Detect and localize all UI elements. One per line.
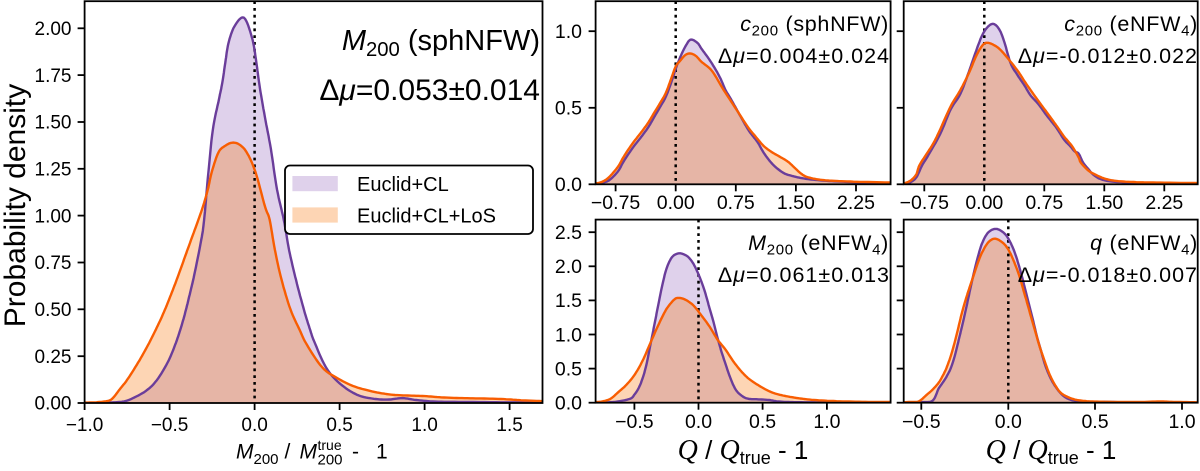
svg-text:1: 1 (376, 441, 388, 464)
svg-text:Probability density: Probability density (0, 84, 32, 327)
svg-text:M200​ (eNFW4​): M200​ (eNFW4​) (748, 231, 889, 258)
svg-text:Q / Qtrue - 1: Q / Qtrue - 1 (986, 435, 1117, 466)
svg-text:Δμ=-0.012±0.022: Δμ=-0.012±0.022 (1018, 44, 1198, 68)
svg-text:2.00: 2.00 (35, 19, 72, 40)
svg-text:0.0: 0.0 (685, 411, 712, 433)
svg-text:0.0: 0.0 (241, 415, 267, 436)
svg-text:1.75: 1.75 (35, 66, 72, 87)
svg-text:1.50: 1.50 (1085, 192, 1123, 214)
svg-text:0.50: 0.50 (35, 300, 72, 321)
svg-text:0.0: 0.0 (555, 393, 582, 415)
svg-text:0.5: 0.5 (749, 411, 776, 433)
svg-text:0.75: 0.75 (35, 253, 72, 274)
svg-text:−0.75: −0.75 (900, 192, 949, 214)
svg-text:0.25: 0.25 (35, 347, 72, 368)
svg-text:c200​ (eNFW4​): c200​ (eNFW4​) (1064, 12, 1198, 39)
svg-text:0.5: 0.5 (1081, 411, 1108, 433)
svg-text:1.0: 1.0 (555, 324, 582, 346)
svg-text:1.0: 1.0 (813, 411, 840, 433)
svg-text:1.5: 1.5 (496, 415, 522, 436)
svg-text:200: 200 (254, 451, 279, 466)
svg-text:2.25: 2.25 (1145, 192, 1183, 214)
svg-text:−1.0: −1.0 (66, 415, 104, 436)
svg-text:1.00: 1.00 (35, 206, 72, 227)
svg-text:Δμ=0.053±0.014: Δμ=0.053±0.014 (319, 74, 540, 107)
svg-text:1.50: 1.50 (35, 113, 72, 134)
svg-text:Δμ=0.004±0.024: Δμ=0.004±0.024 (718, 44, 890, 68)
svg-text:/: / (285, 441, 291, 464)
svg-text:2.5: 2.5 (555, 222, 582, 244)
svg-text:c200​ (sphNFW): c200​ (sphNFW) (740, 12, 889, 39)
svg-text:0.5: 0.5 (555, 98, 582, 120)
svg-text:Q / Qtrue - 1: Q / Qtrue - 1 (678, 435, 809, 466)
svg-text:M: M (300, 441, 318, 464)
svg-text:true: true (318, 437, 342, 453)
svg-text:1.25: 1.25 (35, 160, 72, 181)
svg-text:1.0: 1.0 (1168, 411, 1195, 433)
svg-text:2.0: 2.0 (555, 256, 582, 278)
svg-text:Δμ=-0.018±0.007: Δμ=-0.018±0.007 (1018, 263, 1198, 287)
svg-text:0.75: 0.75 (1025, 192, 1063, 214)
svg-text:0.0: 0.0 (555, 174, 582, 196)
svg-text:0.5: 0.5 (555, 358, 582, 380)
svg-text:200: 200 (318, 452, 343, 467)
svg-text:1.0: 1.0 (411, 415, 437, 436)
svg-text:0.00: 0.00 (35, 394, 72, 415)
svg-text:0.75: 0.75 (717, 192, 755, 214)
svg-text:q (eNFW4​): q (eNFW4​) (1090, 231, 1198, 258)
svg-text:Euclid+CL: Euclid+CL (357, 174, 449, 196)
svg-text:1.5: 1.5 (555, 290, 582, 312)
svg-text:1.0: 1.0 (555, 21, 582, 43)
svg-text:M: M (236, 441, 254, 464)
svg-text:−0.5: −0.5 (902, 411, 941, 433)
svg-text:0.0: 0.0 (995, 411, 1022, 433)
svg-text:1.50: 1.50 (777, 192, 815, 214)
svg-text:-: - (352, 441, 359, 464)
svg-text:2.25: 2.25 (837, 192, 875, 214)
svg-text:−0.5: −0.5 (615, 411, 654, 433)
svg-text:0.00: 0.00 (965, 192, 1003, 214)
svg-text:M200​ (sphNFW): M200​ (sphNFW) (342, 25, 540, 61)
svg-text:Euclid+CL+LoS: Euclid+CL+LoS (357, 206, 496, 228)
svg-text:−0.75: −0.75 (591, 192, 640, 214)
svg-text:−0.5: −0.5 (151, 415, 189, 436)
svg-text:0.5: 0.5 (326, 415, 352, 436)
svg-text:0.00: 0.00 (657, 192, 695, 214)
svg-text:Δμ=0.061±0.013: Δμ=0.061±0.013 (718, 263, 890, 287)
